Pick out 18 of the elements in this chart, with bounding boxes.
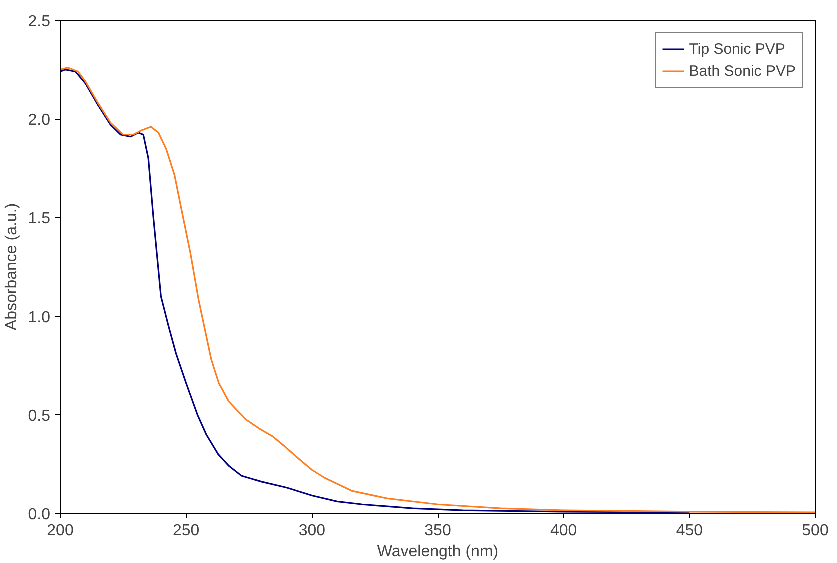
x-tick-label: 400 bbox=[550, 522, 578, 540]
y-tick-label: 0.0 bbox=[28, 506, 51, 524]
y-tick-label: 0.5 bbox=[28, 408, 51, 425]
x-tick-label: 200 bbox=[47, 522, 74, 540]
x-tick-label: 250 bbox=[172, 522, 200, 540]
x-tick-label: 300 bbox=[298, 522, 326, 540]
x-tick-label: 450 bbox=[676, 522, 704, 540]
legend-label: Tip Sonic PVP bbox=[689, 40, 786, 58]
y-tick-label: 1.0 bbox=[28, 309, 51, 326]
line-series bbox=[60, 69, 690, 514]
y-tick-label: 2.5 bbox=[28, 14, 51, 30]
x-axis-title: Wavelength (nm) bbox=[377, 544, 499, 560]
legend-label: Bath Sonic PVP bbox=[689, 62, 796, 80]
x-tick-label: 350 bbox=[424, 522, 452, 540]
x-tick-label: 500 bbox=[802, 522, 829, 540]
y-tick-label: 2.0 bbox=[28, 112, 51, 130]
y-tick-label: 1.5 bbox=[28, 210, 51, 228]
y-axis-title: Absorbance (a.u.) bbox=[3, 203, 20, 331]
